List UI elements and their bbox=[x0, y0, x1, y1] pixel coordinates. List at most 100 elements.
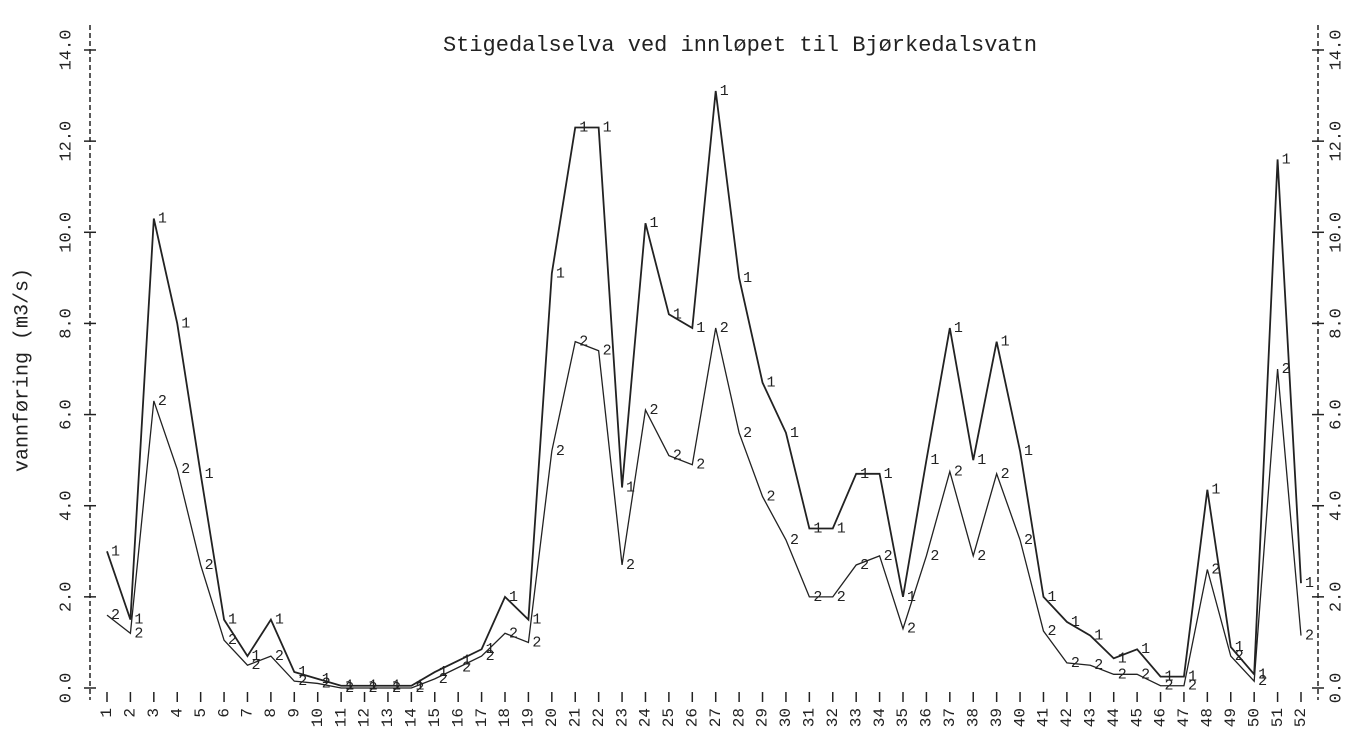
point-marker: 2 bbox=[860, 557, 869, 574]
x-tick-label: 8 bbox=[262, 708, 280, 718]
point-marker: 2 bbox=[1047, 623, 1056, 640]
point-marker: 2 bbox=[720, 320, 729, 337]
x-tick-label: 34 bbox=[871, 708, 889, 727]
point-marker: 1 bbox=[1282, 151, 1291, 168]
x-tick-label: 28 bbox=[730, 708, 748, 727]
point-marker: 1 bbox=[743, 270, 752, 287]
point-marker: 2 bbox=[649, 402, 658, 419]
x-tick-label: 44 bbox=[1105, 708, 1123, 727]
y2-tick-label: 6.0 bbox=[1327, 399, 1346, 430]
point-marker: 1 bbox=[111, 543, 120, 560]
x-tick-label: 47 bbox=[1175, 708, 1193, 727]
x-tick-label: 31 bbox=[801, 708, 819, 727]
point-marker: 2 bbox=[1282, 361, 1291, 378]
point-marker: 1 bbox=[603, 119, 612, 136]
point-marker: 1 bbox=[228, 612, 237, 629]
point-marker: 1 bbox=[860, 466, 869, 483]
point-marker: 1 bbox=[1165, 669, 1174, 686]
point-marker: 1 bbox=[673, 306, 682, 323]
point-marker: 1 bbox=[439, 664, 448, 681]
point-marker: 1 bbox=[251, 648, 260, 665]
x-tick-label: 3 bbox=[145, 708, 163, 718]
point-marker: 2 bbox=[298, 673, 307, 690]
point-marker: 1 bbox=[322, 671, 331, 688]
point-marker: 1 bbox=[977, 452, 986, 469]
point-marker: 1 bbox=[181, 315, 190, 332]
y2-tick-label: 4.0 bbox=[1327, 490, 1346, 521]
x-tick-label: 17 bbox=[473, 708, 491, 727]
x-tick-label: 4 bbox=[168, 708, 186, 718]
x-tick-label: 52 bbox=[1292, 708, 1310, 727]
point-marker: 2 bbox=[930, 548, 939, 565]
point-marker: 1 bbox=[205, 466, 214, 483]
x-tick-label: 10 bbox=[309, 708, 327, 727]
y2-tick-label: 14.0 bbox=[1327, 30, 1346, 71]
point-marker: 1 bbox=[1211, 482, 1220, 499]
x-tick-label: 15 bbox=[426, 708, 444, 727]
point-marker: 2 bbox=[1071, 655, 1080, 672]
point-marker: 2 bbox=[415, 680, 424, 697]
point-marker: 2 bbox=[954, 464, 963, 481]
x-tick-label: 26 bbox=[684, 708, 702, 727]
point-marker: 1 bbox=[345, 678, 354, 695]
x-tick-label: 43 bbox=[1082, 708, 1100, 727]
x-tick-label: 24 bbox=[637, 708, 655, 727]
y2-tick-label: 10.0 bbox=[1327, 212, 1346, 253]
x-tick-label: 5 bbox=[192, 708, 210, 718]
x-tick-label: 7 bbox=[239, 708, 257, 718]
point-marker: 2 bbox=[1118, 666, 1127, 683]
point-marker: 2 bbox=[322, 675, 331, 692]
point-marker: 1 bbox=[1188, 669, 1197, 686]
point-marker: 2 bbox=[1235, 648, 1244, 665]
y-tick-label: 12.0 bbox=[57, 121, 76, 162]
point-marker: 2 bbox=[392, 680, 401, 697]
point-marker: 1 bbox=[626, 479, 635, 496]
point-marker: 2 bbox=[1211, 561, 1220, 578]
x-tick-label: 39 bbox=[988, 708, 1006, 727]
y2-tick-label: 8.0 bbox=[1327, 308, 1346, 339]
point-marker: 2 bbox=[603, 343, 612, 360]
point-marker: 1 bbox=[579, 119, 588, 136]
point-marker: 2 bbox=[907, 621, 916, 638]
point-marker: 2 bbox=[111, 607, 120, 624]
x-tick-label: 13 bbox=[379, 708, 397, 727]
x-tick-label: 1 bbox=[98, 708, 116, 718]
point-marker: 1 bbox=[158, 211, 167, 228]
x-tick-label: 20 bbox=[543, 708, 561, 727]
point-marker: 1 bbox=[696, 320, 705, 337]
x-tick-label: 40 bbox=[1011, 708, 1029, 727]
x-tick-label: 21 bbox=[566, 708, 584, 727]
x-tick-label: 49 bbox=[1222, 708, 1240, 727]
point-marker: 1 bbox=[1141, 641, 1150, 658]
x-tick-label: 30 bbox=[777, 708, 795, 727]
x-tick-label: 12 bbox=[356, 708, 374, 727]
y-tick-label: 10.0 bbox=[57, 212, 76, 253]
x-tick-label: 45 bbox=[1128, 708, 1146, 727]
point-marker: 1 bbox=[790, 425, 799, 442]
point-marker: 1 bbox=[930, 452, 939, 469]
point-marker: 1 bbox=[509, 589, 518, 606]
point-marker: 2 bbox=[1141, 666, 1150, 683]
point-marker: 2 bbox=[1258, 673, 1267, 690]
point-marker: 2 bbox=[275, 648, 284, 665]
point-marker: 1 bbox=[907, 589, 916, 606]
point-marker: 2 bbox=[369, 680, 378, 697]
point-marker: 2 bbox=[790, 532, 799, 549]
point-marker: 1 bbox=[532, 612, 541, 629]
x-tick-label: 29 bbox=[754, 708, 772, 727]
x-tick-label: 48 bbox=[1199, 708, 1217, 727]
point-marker: 2 bbox=[1094, 657, 1103, 674]
point-marker: 1 bbox=[884, 466, 893, 483]
x-tick-label: 33 bbox=[847, 708, 865, 727]
point-marker: 1 bbox=[767, 375, 776, 392]
point-marker: 2 bbox=[1165, 678, 1174, 695]
x-tick-label: 9 bbox=[286, 708, 304, 718]
point-marker: 1 bbox=[415, 678, 424, 695]
point-marker: 2 bbox=[977, 548, 986, 565]
y2-tick-label: 0.0 bbox=[1327, 673, 1346, 704]
point-marker: 2 bbox=[462, 659, 471, 676]
point-marker: 1 bbox=[392, 678, 401, 695]
y-tick-label: 4.0 bbox=[57, 490, 76, 521]
point-marker: 1 bbox=[1071, 614, 1080, 631]
x-tick-label: 25 bbox=[660, 708, 678, 727]
